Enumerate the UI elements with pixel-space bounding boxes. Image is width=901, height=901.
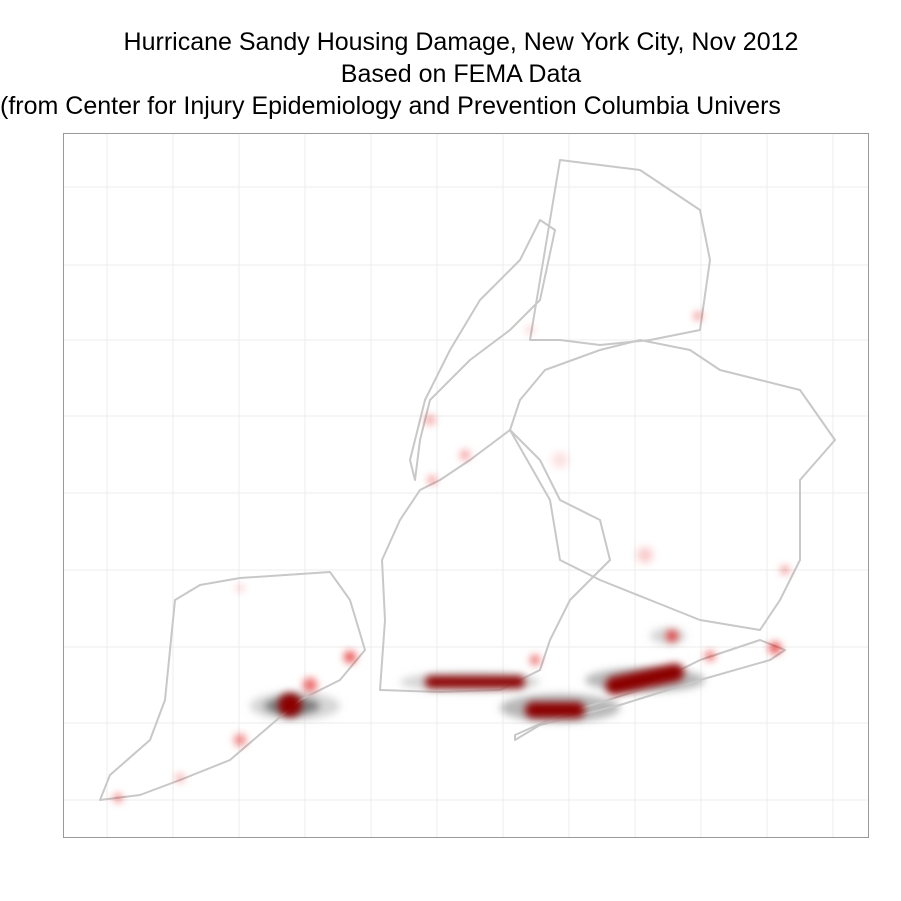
brooklyn: [379, 429, 611, 693]
title-line: Based on FEMA Data: [341, 60, 582, 88]
staten-island: [99, 571, 366, 801]
bronx: [529, 159, 711, 346]
manhattan: [409, 219, 556, 481]
panel-border: [63, 133, 869, 838]
damage-points: [114, 312, 789, 802]
borough-outlines: [99, 159, 836, 801]
title-line: Hurricane Sandy Housing Damage, New York…: [124, 28, 799, 56]
title-line: (from Center for Injury Epidemiology and…: [0, 92, 781, 120]
rockaway: [514, 639, 786, 741]
grid: [64, 134, 868, 837]
queens: [509, 339, 836, 631]
